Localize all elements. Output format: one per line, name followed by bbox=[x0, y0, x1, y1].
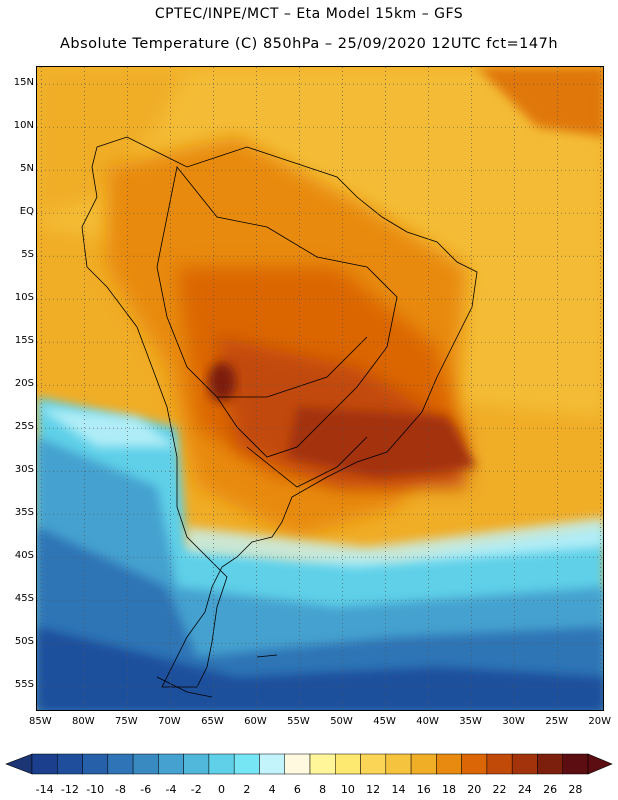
colorbar-label: 18 bbox=[442, 783, 456, 796]
lat-label: 30S bbox=[14, 464, 34, 476]
lat-label: 5N bbox=[20, 163, 34, 175]
lon-label: 50W bbox=[330, 716, 353, 727]
title-line-1: CPTEC/INPE/MCT – Eta Model 15km – GFS bbox=[154, 6, 464, 22]
lat-label: 40S bbox=[14, 550, 34, 562]
grid-lines bbox=[37, 67, 603, 710]
colorbar-under-arrow bbox=[5, 753, 33, 775]
colorbar-swatch bbox=[486, 753, 513, 775]
colorbar-label: 28 bbox=[568, 783, 583, 796]
colorbar-label: -2 bbox=[190, 783, 202, 796]
lat-label: 45S bbox=[14, 593, 34, 605]
colorbar-swatch bbox=[107, 753, 134, 775]
colorbar-swatch bbox=[360, 753, 387, 775]
lat-label: EQ bbox=[19, 206, 34, 218]
lon-label: 85W bbox=[28, 716, 52, 727]
colorbar bbox=[5, 753, 613, 775]
colorbar-swatch bbox=[511, 753, 538, 775]
colorbar-swatch bbox=[259, 753, 285, 775]
field-front bbox=[187, 517, 603, 567]
colorbar-swatch bbox=[461, 753, 488, 775]
colorbar-label: 22 bbox=[492, 783, 507, 796]
colorbar-swatch bbox=[309, 753, 336, 775]
coastlines bbox=[81, 136, 478, 698]
field-ne-warm bbox=[477, 67, 603, 137]
colorbar-swatch bbox=[132, 753, 159, 775]
field-south-brazil-max bbox=[287, 407, 477, 477]
colorbar-label: 8 bbox=[319, 783, 327, 796]
lon-label: 60W bbox=[244, 716, 267, 727]
lat-label: 10N bbox=[13, 120, 34, 132]
lon-label: 20W bbox=[588, 716, 611, 727]
lat-label: 5S bbox=[21, 249, 34, 261]
colorbar-swatch bbox=[385, 753, 412, 775]
colorbar-label: -12 bbox=[60, 783, 79, 796]
colorbar-label: 10 bbox=[340, 783, 355, 796]
lat-label: 10S bbox=[14, 292, 34, 304]
colorbar-over-arrow bbox=[587, 753, 613, 775]
colorbar-swatch bbox=[208, 753, 235, 775]
colorbar-label: 26 bbox=[543, 783, 558, 796]
lon-label: 40W bbox=[416, 716, 439, 727]
colorbar-label: 6 bbox=[293, 783, 301, 796]
colorbar-label: 16 bbox=[416, 783, 431, 796]
lat-label: 50S bbox=[14, 636, 34, 648]
lon-label: 30W bbox=[502, 716, 525, 727]
colorbar-swatch bbox=[436, 753, 462, 775]
colorbar-label: 0 bbox=[218, 783, 226, 796]
lon-label: 75W bbox=[115, 716, 138, 727]
colorbar-label: 12 bbox=[366, 783, 381, 796]
field-pacific-cool bbox=[37, 407, 177, 447]
colorbar-label: -6 bbox=[140, 783, 152, 796]
lat-label: 15S bbox=[14, 335, 34, 347]
lon-label: 65W bbox=[201, 716, 224, 727]
colorbar-label: -4 bbox=[165, 783, 177, 796]
colorbar-swatch bbox=[410, 753, 437, 775]
field-chaco-max bbox=[208, 362, 236, 402]
lat-label: 35S bbox=[14, 507, 34, 519]
colorbar-swatch bbox=[284, 753, 311, 775]
colorbar-label: -10 bbox=[86, 783, 105, 796]
lon-label: 45W bbox=[373, 716, 396, 727]
colorbar-label: 24 bbox=[517, 783, 532, 796]
lon-label: 55W bbox=[287, 716, 310, 727]
lon-label: 70W bbox=[158, 716, 181, 727]
lat-label: 20S bbox=[14, 378, 34, 390]
lon-label: 35W bbox=[459, 716, 482, 727]
lat-label: 15N bbox=[13, 77, 34, 89]
temperature-map bbox=[36, 66, 604, 711]
colorbar-label: -8 bbox=[114, 783, 126, 796]
colorbar-label: 20 bbox=[467, 783, 482, 796]
colorbar-swatch bbox=[537, 753, 563, 775]
colorbar-label: 4 bbox=[268, 783, 276, 796]
colorbar-label: 14 bbox=[391, 783, 406, 796]
colorbar-swatch bbox=[562, 753, 589, 775]
colorbar-swatch bbox=[183, 753, 210, 775]
colorbar-swatch bbox=[335, 753, 361, 775]
colorbar-swatch bbox=[158, 753, 184, 775]
lat-label: 55S bbox=[14, 679, 34, 691]
colorbar-label: -14 bbox=[35, 783, 54, 796]
colorbar-swatch bbox=[31, 753, 58, 775]
title-line-2: Absolute Temperature (C) 850hPa – 25/09/… bbox=[59, 36, 559, 52]
lat-label: 25S bbox=[14, 421, 34, 433]
lon-label: 25W bbox=[545, 716, 568, 727]
colorbar-swatch bbox=[57, 753, 83, 775]
lon-label: 80W bbox=[72, 716, 95, 727]
colorbar-label: 2 bbox=[243, 783, 251, 796]
colorbar-swatch bbox=[233, 753, 260, 775]
colorbar-swatch bbox=[82, 753, 109, 775]
field-coldest bbox=[37, 627, 603, 710]
